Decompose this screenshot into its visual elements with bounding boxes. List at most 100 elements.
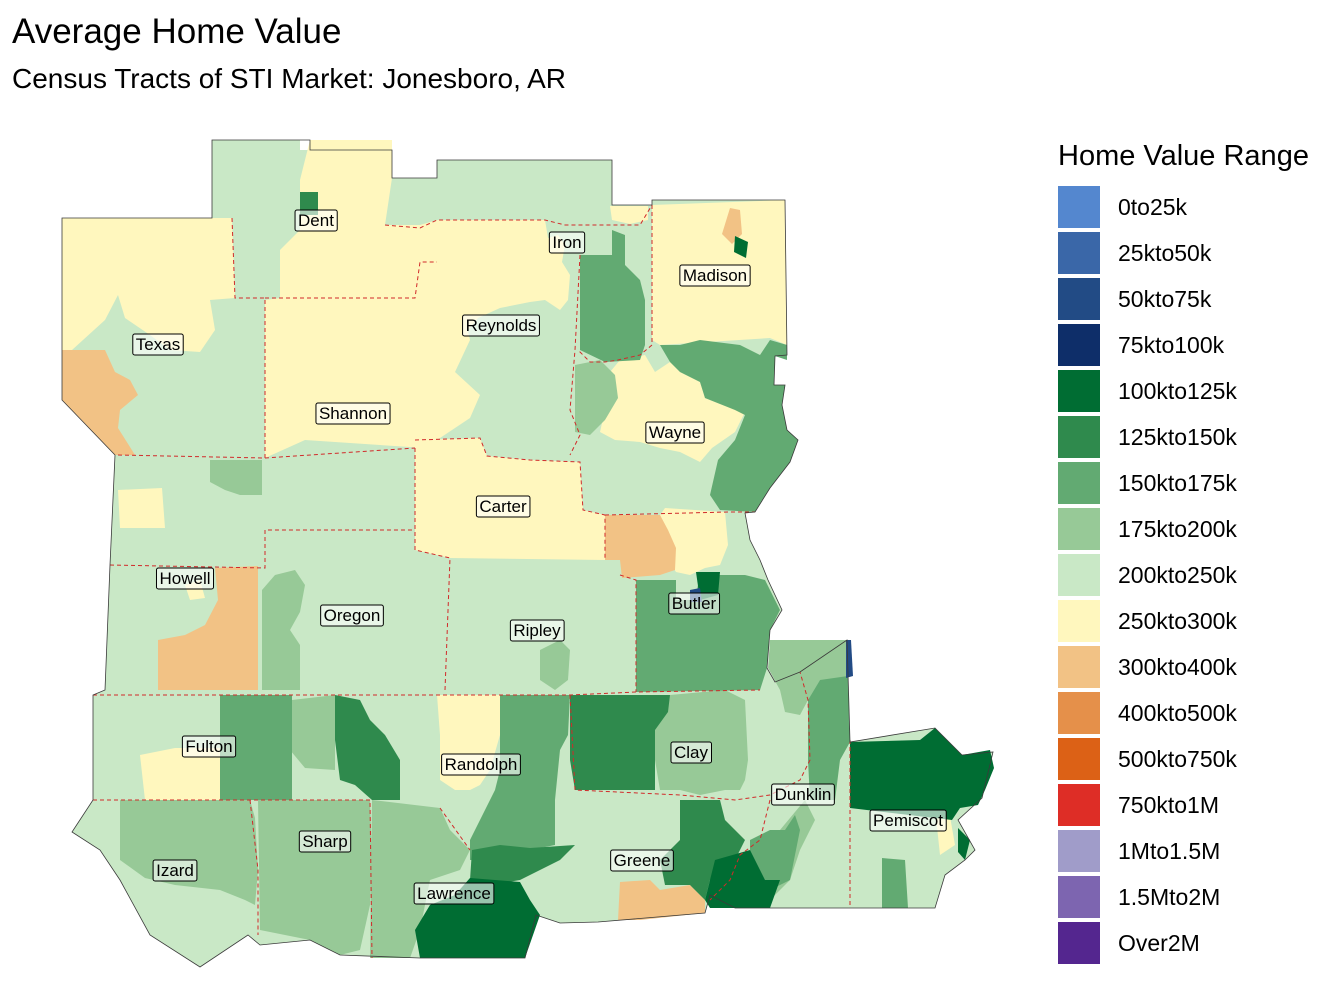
legend-item: 500kto750k: [1058, 736, 1338, 782]
county-label-box: [413, 882, 495, 905]
county-label-box: [155, 567, 215, 590]
tract: [470, 845, 575, 885]
tract: [618, 880, 705, 920]
county-label-izard: Izard: [152, 859, 198, 882]
county-label-box: [315, 402, 391, 425]
county-name: Fulton: [185, 737, 232, 756]
county-label-iron: Iron: [548, 231, 586, 254]
county-label-dunklin: Dunklin: [771, 783, 835, 806]
legend-item: 750kto1M: [1058, 782, 1338, 828]
tract: [605, 515, 676, 578]
tract: [540, 640, 570, 690]
legend-swatch: [1058, 370, 1100, 412]
legend-label: 250kto300k: [1118, 607, 1237, 634]
county-label-box: [548, 231, 586, 254]
county-label-butler: Butler: [668, 592, 721, 615]
tract: [882, 858, 908, 908]
legend-swatch: [1058, 646, 1100, 688]
county-name: Madison: [683, 266, 747, 285]
county-label-box: [475, 495, 531, 518]
county-name: Texas: [136, 335, 180, 354]
legend-items: 0to25k 25kto50k 50kto75k 75kto100k 100kto125…: [1058, 184, 1338, 966]
county-name: Howell: [159, 569, 210, 588]
legend-label: 200kto250k: [1118, 561, 1237, 588]
county-label-box: [645, 421, 705, 444]
county-label-ripley: Ripley: [509, 619, 565, 642]
county-name: Oregon: [324, 606, 381, 625]
legend-label: 1.5Mto2M: [1118, 883, 1221, 910]
legend-label: 50kto75k: [1118, 285, 1212, 312]
tract: [158, 566, 258, 690]
legend-label: 0to25k: [1118, 193, 1188, 220]
legend-label: 300kto400k: [1118, 653, 1237, 680]
tract: [370, 800, 470, 958]
legend-item: 150kto175k: [1058, 460, 1338, 506]
tract: [210, 460, 262, 495]
county-label-box: [462, 314, 540, 337]
county-label-randolph: Randolph: [441, 753, 521, 776]
county-label-box: [509, 619, 565, 642]
legend-swatch: [1058, 508, 1100, 550]
legend-item: 1.5Mto2M: [1058, 874, 1338, 920]
legend-label: Over2M: [1118, 929, 1200, 956]
county-label-greene: Greene: [610, 849, 674, 872]
county-name: Butler: [672, 594, 717, 613]
county-label-box: [298, 830, 352, 853]
county-label-wayne: Wayne: [645, 421, 705, 444]
legend-item: 1Mto1.5M: [1058, 828, 1338, 874]
legend-label: 175kto200k: [1118, 515, 1237, 542]
tract: [220, 695, 292, 800]
legend-item: 400kto500k: [1058, 690, 1338, 736]
tract: [705, 850, 780, 908]
county-label-howell: Howell: [155, 567, 215, 590]
county-name: Izard: [156, 861, 194, 880]
legend-swatch: [1058, 324, 1100, 366]
market-outline: [61, 139, 994, 968]
legend-label: 150kto175k: [1118, 469, 1237, 496]
tract: [300, 192, 318, 215]
county-name: Reynolds: [466, 316, 537, 335]
legend-label: 75kto100k: [1118, 331, 1225, 358]
legend: Home Value Range 0to25k 25kto50k 50kto75k 7…: [1058, 138, 1338, 966]
legend-label: 100kto125k: [1118, 377, 1237, 404]
county-label-oregon: Oregon: [320, 604, 384, 627]
county-label-lawrence: Lawrence: [413, 882, 495, 905]
tract: [290, 695, 335, 770]
tract: [734, 236, 748, 258]
tract: [958, 828, 970, 860]
county-name: Carter: [479, 497, 527, 516]
county-label-box: [320, 604, 384, 627]
legend-item: 125kto150k: [1058, 414, 1338, 460]
tract: [600, 355, 745, 462]
county-label-box: [610, 849, 674, 872]
tract: [660, 800, 745, 900]
county-label-clay: Clay: [670, 741, 713, 764]
legend-label: 750kto1M: [1118, 791, 1220, 818]
legend-item: Over2M: [1058, 920, 1338, 966]
legend-swatch: [1058, 186, 1100, 228]
tract: [750, 815, 800, 890]
county-name: Dunklin: [775, 785, 832, 804]
legend-swatch: [1058, 738, 1100, 780]
tract: [62, 218, 235, 352]
legend-swatch: [1058, 232, 1100, 274]
legend-swatch: [1058, 278, 1100, 320]
legend-item: 200kto250k: [1058, 552, 1338, 598]
county-label-fulton: Fulton: [181, 735, 237, 758]
legend-item: 300kto400k: [1058, 644, 1338, 690]
county-label-box: [869, 809, 947, 832]
county-label-texas: Texas: [132, 333, 184, 356]
county-label-box: [670, 741, 713, 764]
county-name: Pemiscot: [873, 811, 943, 830]
county-label-madison: Madison: [679, 264, 751, 287]
legend-swatch: [1058, 876, 1100, 918]
legend-swatch: [1058, 922, 1100, 964]
tract: [570, 695, 670, 790]
county-label-shannon: Shannon: [315, 402, 391, 425]
county-label-dent: Dent: [294, 209, 338, 232]
legend-swatch: [1058, 692, 1100, 734]
tract: [808, 676, 850, 800]
map-title: Average Home Value: [12, 12, 342, 51]
tract: [62, 350, 138, 455]
